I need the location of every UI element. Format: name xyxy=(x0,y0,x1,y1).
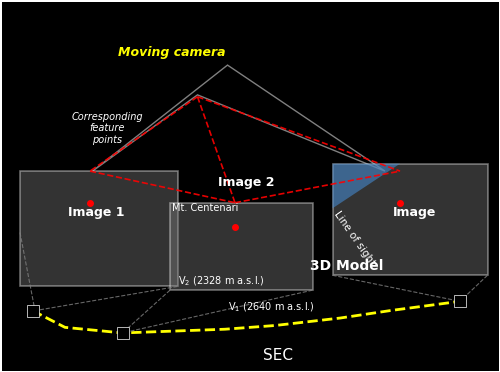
Text: Mt. Centenari: Mt. Centenari xyxy=(172,203,238,213)
Text: Image: Image xyxy=(392,206,436,218)
Text: SEC: SEC xyxy=(262,348,292,363)
FancyBboxPatch shape xyxy=(20,171,178,286)
Text: V$_1$ (2640 m a.s.l.): V$_1$ (2640 m a.s.l.) xyxy=(228,300,314,314)
Text: 3D Model: 3D Model xyxy=(310,259,384,273)
Text: Image 2: Image 2 xyxy=(218,176,274,189)
Text: Line of sight: Line of sight xyxy=(332,209,378,267)
Text: Image 1: Image 1 xyxy=(68,206,124,218)
FancyBboxPatch shape xyxy=(170,203,312,290)
Text: Moving camera: Moving camera xyxy=(118,46,225,58)
Text: V$_2$ (2328 m a.s.l.): V$_2$ (2328 m a.s.l.) xyxy=(178,274,264,288)
Polygon shape xyxy=(332,164,400,208)
FancyBboxPatch shape xyxy=(332,164,488,275)
Text: Corresponding
feature
points: Corresponding feature points xyxy=(72,112,144,145)
